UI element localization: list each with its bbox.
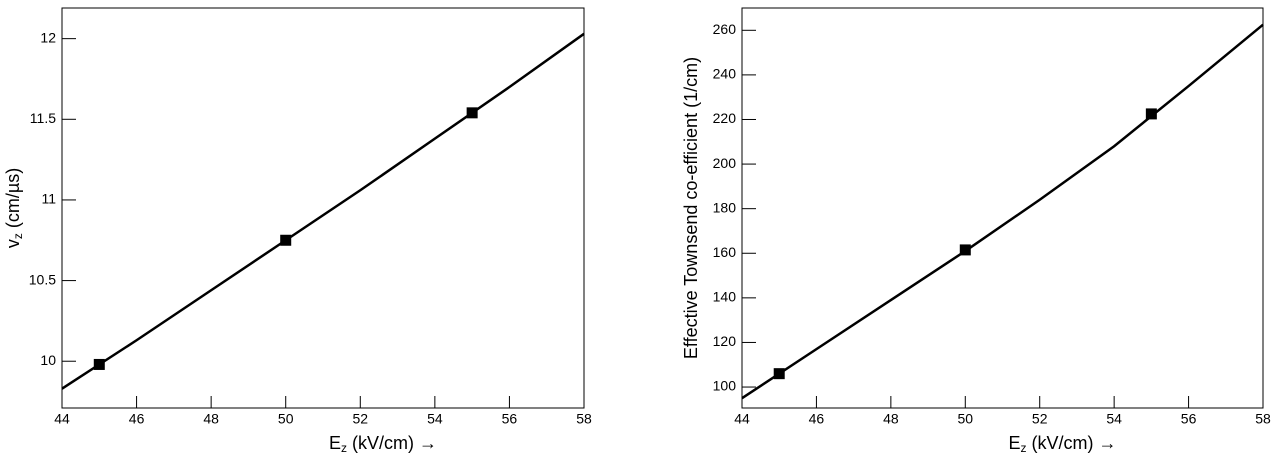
panel: 44 46 48 50 52 54 56 58 100 120 140 160 180 200 220 240… [681, 7, 1271, 455]
label-rest: (kV/cm) → [1027, 433, 1117, 453]
y-tick-label: 11 [41, 191, 56, 207]
axis-label: Ez (kV/cm) → [1008, 433, 1116, 455]
curve [741, 23, 1264, 400]
curve [61, 32, 585, 390]
marker [959, 244, 971, 256]
x-tick-label: 44 [734, 411, 750, 427]
x-tick-label: 58 [576, 411, 592, 427]
y-tick-label: 10.5 [29, 271, 56, 287]
axis-label: vz (cm/µs) [3, 168, 25, 248]
x-tick-label: 56 [1181, 411, 1197, 427]
label-sub: z [1021, 441, 1027, 455]
x-tick-label: 46 [809, 411, 825, 427]
x-tick-label: 56 [502, 411, 518, 427]
label-main: E [1008, 433, 1020, 453]
y-tick-label: 11.5 [30, 110, 56, 126]
x-tick-label: 54 [427, 411, 443, 427]
plot-frame [741, 7, 1264, 409]
label-sub: z [11, 233, 25, 239]
label-main: Effective Townsend co-efficient (1/cm) [681, 57, 701, 359]
x-tick-label: 46 [129, 411, 145, 427]
axis-label: Effective Townsend co-efficient (1/cm) [681, 57, 701, 359]
marker [466, 107, 478, 119]
label-main: v [3, 239, 23, 248]
plot-frame [61, 7, 585, 409]
label-main: E [329, 433, 341, 453]
y-tick-label: 180 [713, 199, 737, 215]
y-tick-label: 220 [713, 110, 737, 126]
label-rest: (kV/cm) → [347, 433, 437, 453]
x-tick-label: 44 [54, 411, 70, 427]
x-tick-label: 50 [278, 411, 294, 427]
y-tick-label: 160 [713, 244, 737, 260]
y-tick-label: 200 [713, 155, 737, 171]
y-tick-label: 10 [40, 352, 56, 368]
x-tick-label: 54 [1106, 411, 1122, 427]
label-sub: z [341, 441, 347, 455]
y-tick-label: 12 [40, 29, 56, 45]
y-tick-label: 140 [713, 289, 737, 305]
x-tick-label: 48 [203, 411, 219, 427]
x-tick-label: 48 [883, 411, 899, 427]
marker [93, 358, 105, 370]
y-tick-label: 260 [713, 21, 737, 37]
y-tick-label: 240 [713, 66, 737, 82]
x-tick-label: 52 [352, 411, 368, 427]
x-tick-label: 58 [1255, 411, 1271, 427]
x-tick-label: 50 [957, 411, 973, 427]
panel: 44 46 48 50 52 54 56 58 10 10.5 11 11.5 12 Ez (kV/cm)… [3, 7, 592, 455]
y-tick-label: 120 [713, 333, 737, 349]
y-tick-label: 100 [713, 378, 737, 394]
x-tick-label: 52 [1032, 411, 1048, 427]
marker [773, 368, 785, 380]
marker [280, 234, 292, 246]
label-rest: (cm/µs) [3, 168, 23, 233]
marker [1145, 108, 1157, 120]
axis-label: Ez (kV/cm) → [329, 433, 437, 455]
